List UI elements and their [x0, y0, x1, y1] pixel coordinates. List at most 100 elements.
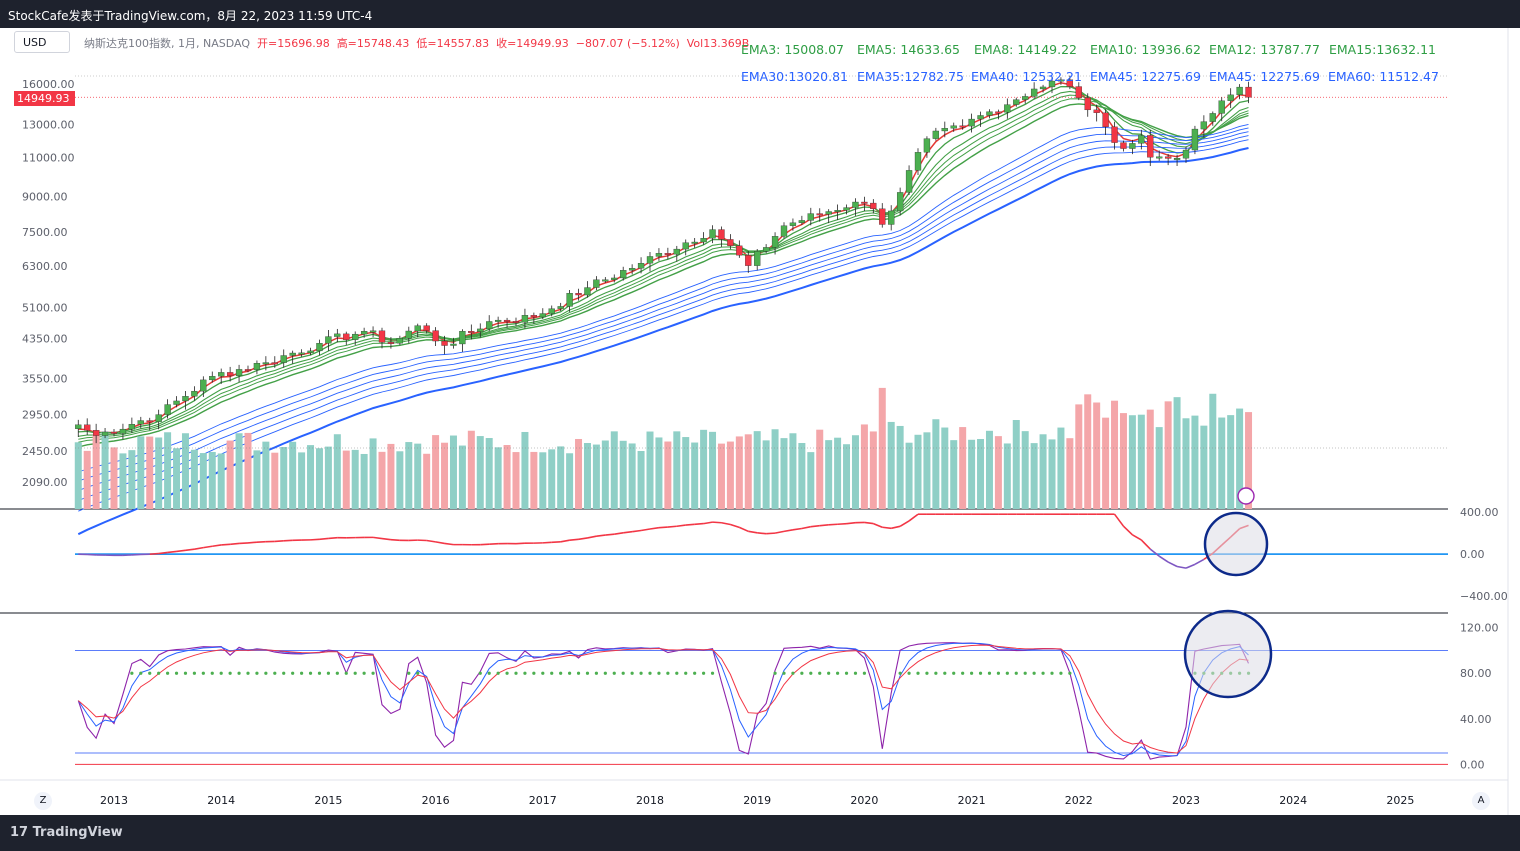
x-tick-label: 2015 [314, 794, 342, 807]
volume-bar [226, 440, 234, 509]
y-tick-label: 3550.00 [22, 372, 68, 385]
osc2-dot [559, 671, 563, 675]
osc1-line [274, 540, 284, 543]
volume-bar [851, 435, 859, 509]
chart-frame[interactable]: 16000.00 13000.00 11000.00 9000.00 7500.00 63… [0, 28, 1520, 815]
candle-body [191, 390, 198, 397]
candle-body [369, 330, 377, 333]
volume-bar [762, 440, 770, 509]
osc2-dot [514, 671, 518, 675]
osc1-line [739, 526, 749, 533]
osc2-dot [844, 671, 849, 675]
osc2-dot [308, 671, 313, 675]
osc2-dot [568, 671, 572, 675]
osc2-dot [943, 671, 947, 675]
volume-bar [583, 443, 591, 509]
ema-label: EMA3: 15008.07 [741, 42, 845, 57]
candle-body [1022, 96, 1029, 100]
osc1-line [632, 529, 642, 533]
osc1-line [221, 543, 231, 546]
x-tick-label: 2014 [207, 794, 235, 807]
candle-body [673, 248, 680, 255]
volume-bar [869, 431, 877, 509]
osc2-dot [773, 671, 777, 675]
zoom-toggle-button[interactable]: Z [34, 792, 52, 810]
auto-scale-button[interactable]: A [1472, 792, 1490, 810]
candle-body [298, 352, 305, 355]
osc2-tick-label: 120.00 [1460, 622, 1499, 635]
ema-line [78, 123, 1249, 473]
volume-bar [164, 432, 172, 509]
candle-body [1218, 100, 1225, 114]
candle-body [316, 343, 323, 352]
close-value: 收=14949.93 [496, 37, 569, 50]
osc2-dot [201, 671, 205, 675]
candle-body [611, 277, 618, 280]
candle-body [1004, 104, 1011, 113]
candle-body [1013, 99, 1020, 105]
candle-body [620, 270, 627, 279]
volume-bar [914, 434, 922, 509]
volume-bar [467, 430, 475, 509]
volume-bar [646, 431, 654, 509]
candle-body [200, 379, 207, 392]
candle-body [432, 330, 439, 342]
osc1-line [444, 542, 454, 546]
osc2-dot [612, 671, 616, 675]
currency-select[interactable]: USD [14, 31, 70, 53]
osc1-line [194, 546, 204, 551]
candle-body [1156, 156, 1163, 159]
osc2-dot [791, 671, 795, 675]
candle-body [941, 128, 948, 132]
osc2-dot [335, 671, 339, 675]
ema-label: EMA5: 14633.65 [857, 42, 961, 57]
volume-bar [592, 444, 600, 509]
volume-bar [199, 453, 207, 509]
candle-body [780, 225, 788, 237]
osc2-dot [925, 671, 929, 675]
candle-body [825, 211, 832, 215]
osc2-dot [898, 671, 902, 675]
osc2-dot [934, 671, 938, 675]
candle-body [334, 333, 341, 337]
candle-body [1030, 88, 1038, 97]
volume-bar [1155, 427, 1163, 509]
osc2-dot [603, 671, 607, 675]
chart-canvas[interactable]: 16000.00 13000.00 11000.00 9000.00 7500.00 63… [0, 28, 1520, 815]
osc1-line [792, 527, 802, 531]
volume-bar [449, 435, 457, 509]
ema-line [78, 131, 1249, 492]
osc2-tick-label: 80.00 [1460, 667, 1492, 680]
volume-bar [83, 450, 91, 509]
volume-bar [959, 427, 967, 509]
osc2-dot [996, 671, 1001, 675]
osc1-tick-label: 400.00 [1460, 506, 1499, 519]
candle-body [441, 340, 448, 346]
ema-label: EMA45: 12275.69 [1209, 69, 1320, 84]
volume-bar [717, 443, 725, 509]
volume-bar [1075, 404, 1083, 509]
osc1-line [819, 524, 829, 527]
osc1-line [1185, 563, 1196, 569]
osc1-line [766, 532, 776, 535]
candle-body [1129, 143, 1136, 149]
candle-body [861, 201, 868, 204]
osc2-dot [657, 671, 661, 675]
osc2-dot [344, 671, 348, 675]
osc2-dot [550, 671, 554, 675]
candle-body [262, 362, 270, 365]
osc1-line [310, 538, 320, 541]
candle-body [110, 431, 118, 434]
volume-bar [360, 453, 368, 509]
candle-body [1164, 156, 1172, 159]
volume-bar [673, 431, 681, 509]
volume-bar [1200, 425, 1208, 509]
candle-body [1173, 158, 1181, 160]
candle-body [253, 362, 261, 370]
candle-body [816, 213, 823, 216]
y-tick-label: 4350.00 [22, 333, 68, 346]
osc2-dot [836, 671, 840, 675]
candle-body [235, 369, 243, 376]
candle-body [923, 138, 931, 153]
volume-bar [458, 445, 466, 509]
